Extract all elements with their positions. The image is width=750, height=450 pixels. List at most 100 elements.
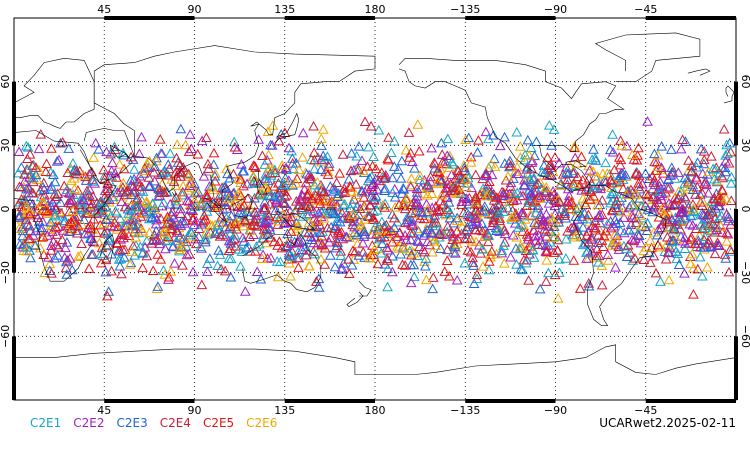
observation-marker: [196, 135, 208, 146]
observation-marker: [196, 196, 208, 207]
observation-marker: [540, 246, 552, 256]
observation-marker: [209, 226, 221, 237]
observation-marker: [87, 176, 99, 186]
observation-marker: [621, 189, 632, 200]
observation-marker: [429, 158, 441, 169]
observation-marker: [514, 141, 526, 151]
observation-marker: [104, 196, 115, 207]
observation-marker: [94, 219, 106, 230]
observation-marker: [405, 147, 417, 158]
observation-marker: [653, 211, 665, 222]
observation-marker: [666, 162, 678, 172]
observation-marker: [220, 183, 232, 193]
observation-marker: [45, 245, 57, 255]
observation-marker: [611, 230, 623, 241]
longitude-label: −90: [544, 3, 567, 16]
observation-marker: [726, 171, 737, 182]
axis-labels: 45 45 90 90 135 135 180 180 −135 −135 −90 −90 −45 −45…: [0, 3, 750, 417]
observation-marker: [408, 271, 420, 282]
observation-marker: [640, 188, 652, 199]
observation-marker: [617, 168, 629, 178]
observation-marker: [541, 230, 552, 241]
observation-marker: [702, 261, 713, 272]
observation-marker: [217, 188, 228, 199]
observation-marker: [429, 213, 440, 223]
observation-marker: [27, 198, 39, 209]
observation-marker: [413, 145, 425, 156]
observation-marker: [167, 241, 179, 252]
observation-marker: [405, 207, 417, 218]
observation-marker: [106, 248, 117, 259]
observation-marker: [359, 226, 370, 236]
observation-marker: [698, 145, 710, 156]
observation-marker: [450, 247, 461, 258]
observation-marker: [367, 160, 378, 171]
observation-marker: [382, 244, 394, 255]
observation-marker: [606, 177, 618, 188]
observation-marker: [163, 163, 175, 174]
observation-marker: [498, 240, 509, 250]
observation-marker: [151, 233, 163, 244]
observation-marker: [530, 230, 541, 241]
observation-marker: [505, 160, 517, 171]
observation-marker: [553, 267, 565, 277]
observation-marker: [13, 211, 25, 222]
observation-marker: [400, 144, 412, 155]
observation-marker: [516, 209, 528, 219]
observation-marker: [49, 210, 61, 221]
observation-marker: [721, 139, 733, 150]
observation-marker: [693, 238, 704, 249]
observation-marker: [379, 185, 390, 195]
observation-marker: [376, 167, 388, 177]
observation-marker: [136, 181, 148, 191]
observation-marker: [642, 217, 653, 228]
observation-marker: [177, 162, 189, 172]
observation-marker: [42, 206, 54, 217]
observation-marker: [447, 230, 459, 241]
observation-marker: [429, 162, 441, 173]
observation-marker: [444, 207, 456, 217]
observation-marker: [112, 187, 123, 197]
observation-marker: [226, 210, 237, 221]
observation-marker: [660, 253, 672, 264]
observation-marker: [55, 197, 66, 207]
observation-marker: [598, 230, 610, 241]
observation-marker: [720, 193, 732, 203]
observation-marker: [184, 180, 195, 190]
observation-marker: [274, 236, 285, 246]
observation-marker: [429, 217, 441, 228]
observation-marker: [467, 257, 479, 267]
observation-marker: [318, 213, 330, 223]
observation-marker: [370, 163, 382, 174]
observation-marker: [309, 154, 320, 165]
observation-marker: [543, 267, 554, 278]
coastline-japan: [274, 112, 300, 144]
observation-marker: [221, 213, 232, 223]
observation-marker: [560, 166, 572, 177]
longitude-label: −45: [634, 3, 657, 16]
observation-marker: [440, 209, 452, 220]
observation-marker: [388, 212, 400, 223]
legend-item-c2e2: C2E2: [73, 416, 105, 430]
observation-marker: [50, 239, 62, 250]
observation-marker: [405, 181, 417, 192]
observation-marker: [218, 196, 230, 207]
observation-marker: [60, 242, 71, 253]
coastline-greenland: [594, 32, 701, 82]
observation-marker: [692, 157, 703, 167]
observation-marker: [231, 144, 243, 154]
observation-marker: [686, 248, 698, 259]
observation-marker: [583, 236, 595, 247]
observation-marker: [174, 218, 186, 229]
observation-marker: [666, 144, 677, 154]
frame-tick-bar: [465, 16, 556, 20]
observation-marker: [465, 151, 477, 162]
observation-marker: [633, 181, 644, 191]
observation-marker: [61, 184, 73, 195]
observation-marker: [695, 218, 707, 229]
observation-marker: [238, 180, 249, 191]
observation-marker: [554, 180, 566, 190]
observation-marker: [569, 178, 581, 189]
observation-marker: [452, 164, 463, 175]
observation-marker: [136, 131, 147, 142]
